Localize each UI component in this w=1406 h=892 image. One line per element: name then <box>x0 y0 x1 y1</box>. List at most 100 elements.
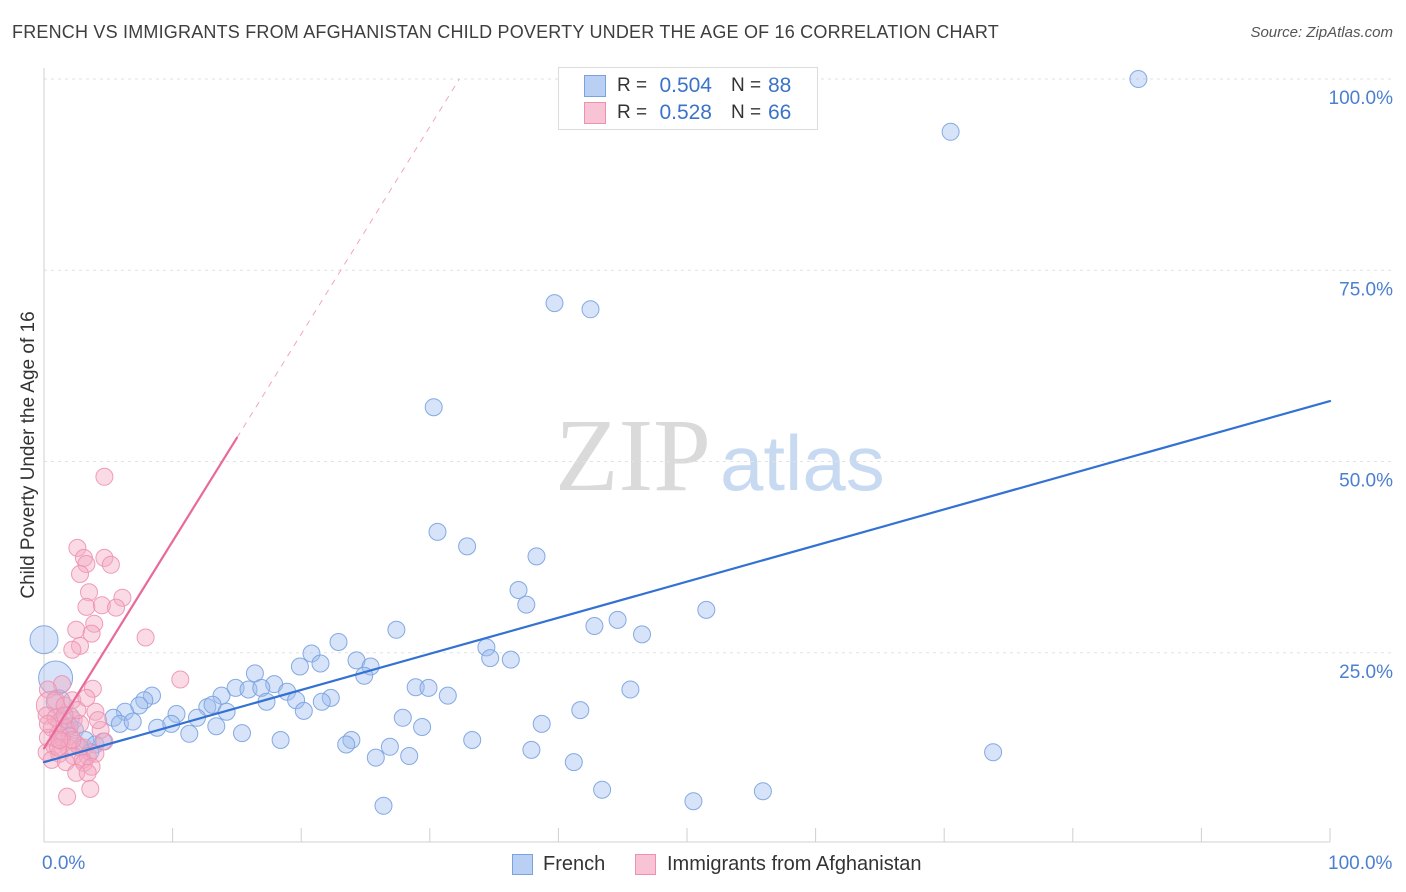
afghanistan-legend-swatch <box>635 854 656 875</box>
afghanistan-point <box>89 711 107 730</box>
french-swatch <box>584 75 606 97</box>
french-legend-swatch <box>512 854 533 875</box>
french-point <box>463 731 482 749</box>
french-point <box>424 398 443 417</box>
french-point <box>684 792 703 811</box>
afghanistan-swatch <box>584 102 606 124</box>
gridlines <box>44 78 1393 654</box>
afghanistan-point <box>77 688 96 707</box>
french-point <box>387 620 406 639</box>
correlation-row-afghanistan: R = 0.528 N = 66 <box>559 100 817 126</box>
french-point <box>532 714 551 733</box>
french-point <box>294 701 313 720</box>
french-point <box>941 122 960 141</box>
french-point <box>1129 70 1148 88</box>
tick-labels: 25.0% 50.0% 75.0% 100.0% 0.0% 100.0% <box>42 88 1393 874</box>
french-point <box>312 692 331 711</box>
afghanistan-point <box>95 467 114 486</box>
french-point <box>366 748 385 767</box>
y-tick-label: 100.0% <box>1329 88 1394 109</box>
afghanistan-legend-label: Immigrants from Afghanistan <box>667 853 922 875</box>
afghanistan-point <box>50 731 69 749</box>
watermark: ZIP atlas <box>555 398 885 513</box>
french-point <box>697 600 716 619</box>
n-value: 88 <box>768 74 792 97</box>
french-point <box>633 625 651 644</box>
french-point <box>252 678 271 697</box>
afghanistan-point <box>58 787 77 806</box>
french-point <box>207 717 226 736</box>
french-point <box>337 735 356 754</box>
french-legend-label: French <box>543 853 606 875</box>
french-point <box>481 649 500 668</box>
trendlines <box>42 78 1332 764</box>
french-point <box>374 796 393 815</box>
french-point <box>180 724 199 743</box>
french-point <box>116 702 134 721</box>
french-point <box>593 780 612 799</box>
french-point <box>406 678 425 697</box>
french-point <box>29 625 59 655</box>
afghanistan-point <box>113 588 132 607</box>
french-point <box>212 686 231 705</box>
french-point <box>321 688 340 707</box>
french-point <box>608 610 627 629</box>
r-label: R = <box>617 75 648 96</box>
french-point <box>167 705 186 723</box>
french-point <box>458 537 477 556</box>
french-point <box>581 300 600 319</box>
french-point <box>522 740 541 759</box>
afghanistan-trendline-extension <box>236 78 460 439</box>
french-point <box>290 657 309 676</box>
french-point <box>527 547 546 566</box>
n-label: N = <box>731 102 762 123</box>
n-label: N = <box>731 75 762 96</box>
afghanistan-point <box>81 779 100 798</box>
afghanistan-point <box>63 640 82 659</box>
french-point <box>271 731 290 749</box>
correlation-legend: R = 0.504 N = 88 R = 0.528 N = 66 <box>558 67 818 130</box>
french-point <box>419 678 438 697</box>
afghanistan-point <box>101 555 120 574</box>
afghanistan-point <box>82 624 101 643</box>
y-tick-label: 75.0% <box>1339 279 1393 300</box>
afghanistan-point <box>77 555 96 573</box>
french-point <box>302 644 321 663</box>
french-point <box>571 701 590 720</box>
french-point <box>564 753 583 772</box>
french-point <box>400 747 419 765</box>
afghanistan-point <box>49 738 68 757</box>
french-trendline <box>42 399 1332 764</box>
afghanistan-point <box>68 538 87 557</box>
french-point <box>545 294 564 313</box>
afghanistan-point <box>92 596 111 615</box>
afghanistan-point <box>136 628 155 647</box>
afghanistan-point <box>63 731 82 749</box>
french-point <box>311 654 330 673</box>
y-axis-title: Child Poverty Under the Age of 16 <box>18 311 39 598</box>
scatter-points <box>29 70 1148 815</box>
afghanistan-point <box>171 670 190 689</box>
afghanistan-point <box>53 675 71 694</box>
source-credit: Source: ZipAtlas.com <box>1250 24 1393 41</box>
r-value: 0.504 <box>659 74 712 97</box>
y-tick-label: 25.0% <box>1339 662 1393 683</box>
afghanistan-point <box>77 597 96 616</box>
french-point <box>438 686 457 705</box>
n-value: 66 <box>768 101 792 124</box>
afghanistan-points <box>35 467 190 806</box>
afghanistan-point <box>67 620 86 639</box>
afghanistan-point <box>80 583 98 602</box>
correlation-row-french: R = 0.504 N = 88 <box>559 73 817 99</box>
afghanistan-point <box>107 598 125 617</box>
french-point <box>226 678 245 697</box>
french-point <box>329 633 348 651</box>
french-point <box>517 595 536 614</box>
watermark-atlas: atlas <box>720 419 885 507</box>
french-point <box>585 617 604 635</box>
french-point <box>233 724 251 743</box>
french-point <box>380 737 399 756</box>
afghanistan-point <box>71 565 89 583</box>
chart-title: FRENCH VS IMMIGRANTS FROM AFGHANISTAN CH… <box>12 22 999 42</box>
